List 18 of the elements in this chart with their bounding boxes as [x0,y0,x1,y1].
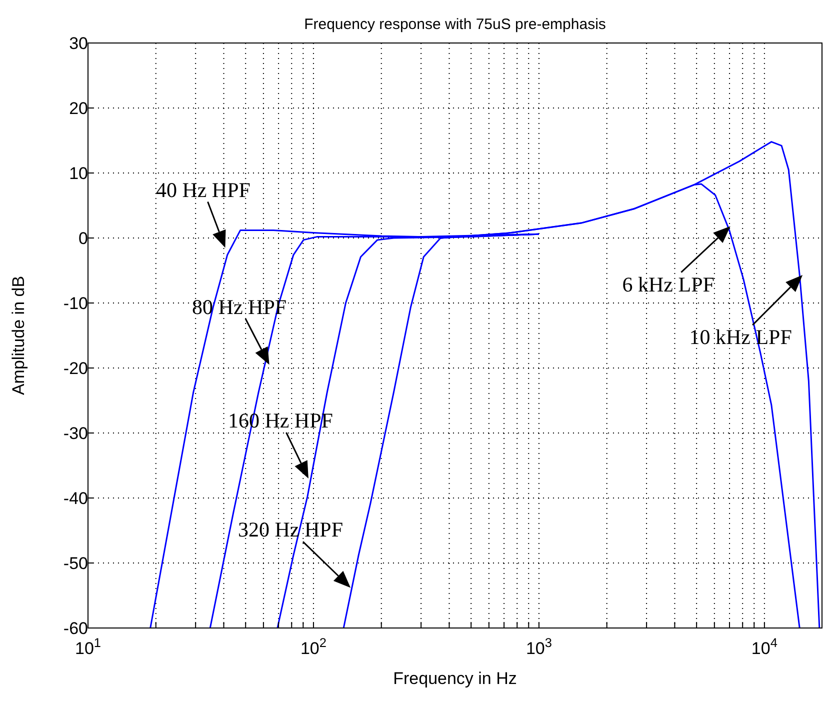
y-tick-label: 30 [69,34,88,53]
y-tick-label: 0 [78,229,88,248]
x-tick-label: 10$^{4}$ [751,634,778,658]
annotation: 6 kHz LPF [622,272,714,296]
annotation: 40 Hz HPF [156,178,250,202]
y-tick-label: -50 [63,554,88,573]
x-axis-title: Frequency in Hz [393,669,517,688]
annotation: 320 Hz HPF [238,518,344,542]
x-tick-label: 10$^{2}$ [300,634,326,658]
chart-title: Frequency response with 75uS pre-emphasis [303,16,607,33]
y-axis-title: Amplitude in dB [9,276,28,396]
x-tick-label: 10$^{3}$ [526,634,552,658]
y-tick-label: 10 [69,164,88,183]
y-tick-label: -10 [63,294,88,313]
y-tick-label: 20 [69,99,88,118]
y-tick-label: -40 [63,489,88,508]
y-tick-label: -20 [63,359,88,378]
y-tick-label: -30 [63,424,88,443]
